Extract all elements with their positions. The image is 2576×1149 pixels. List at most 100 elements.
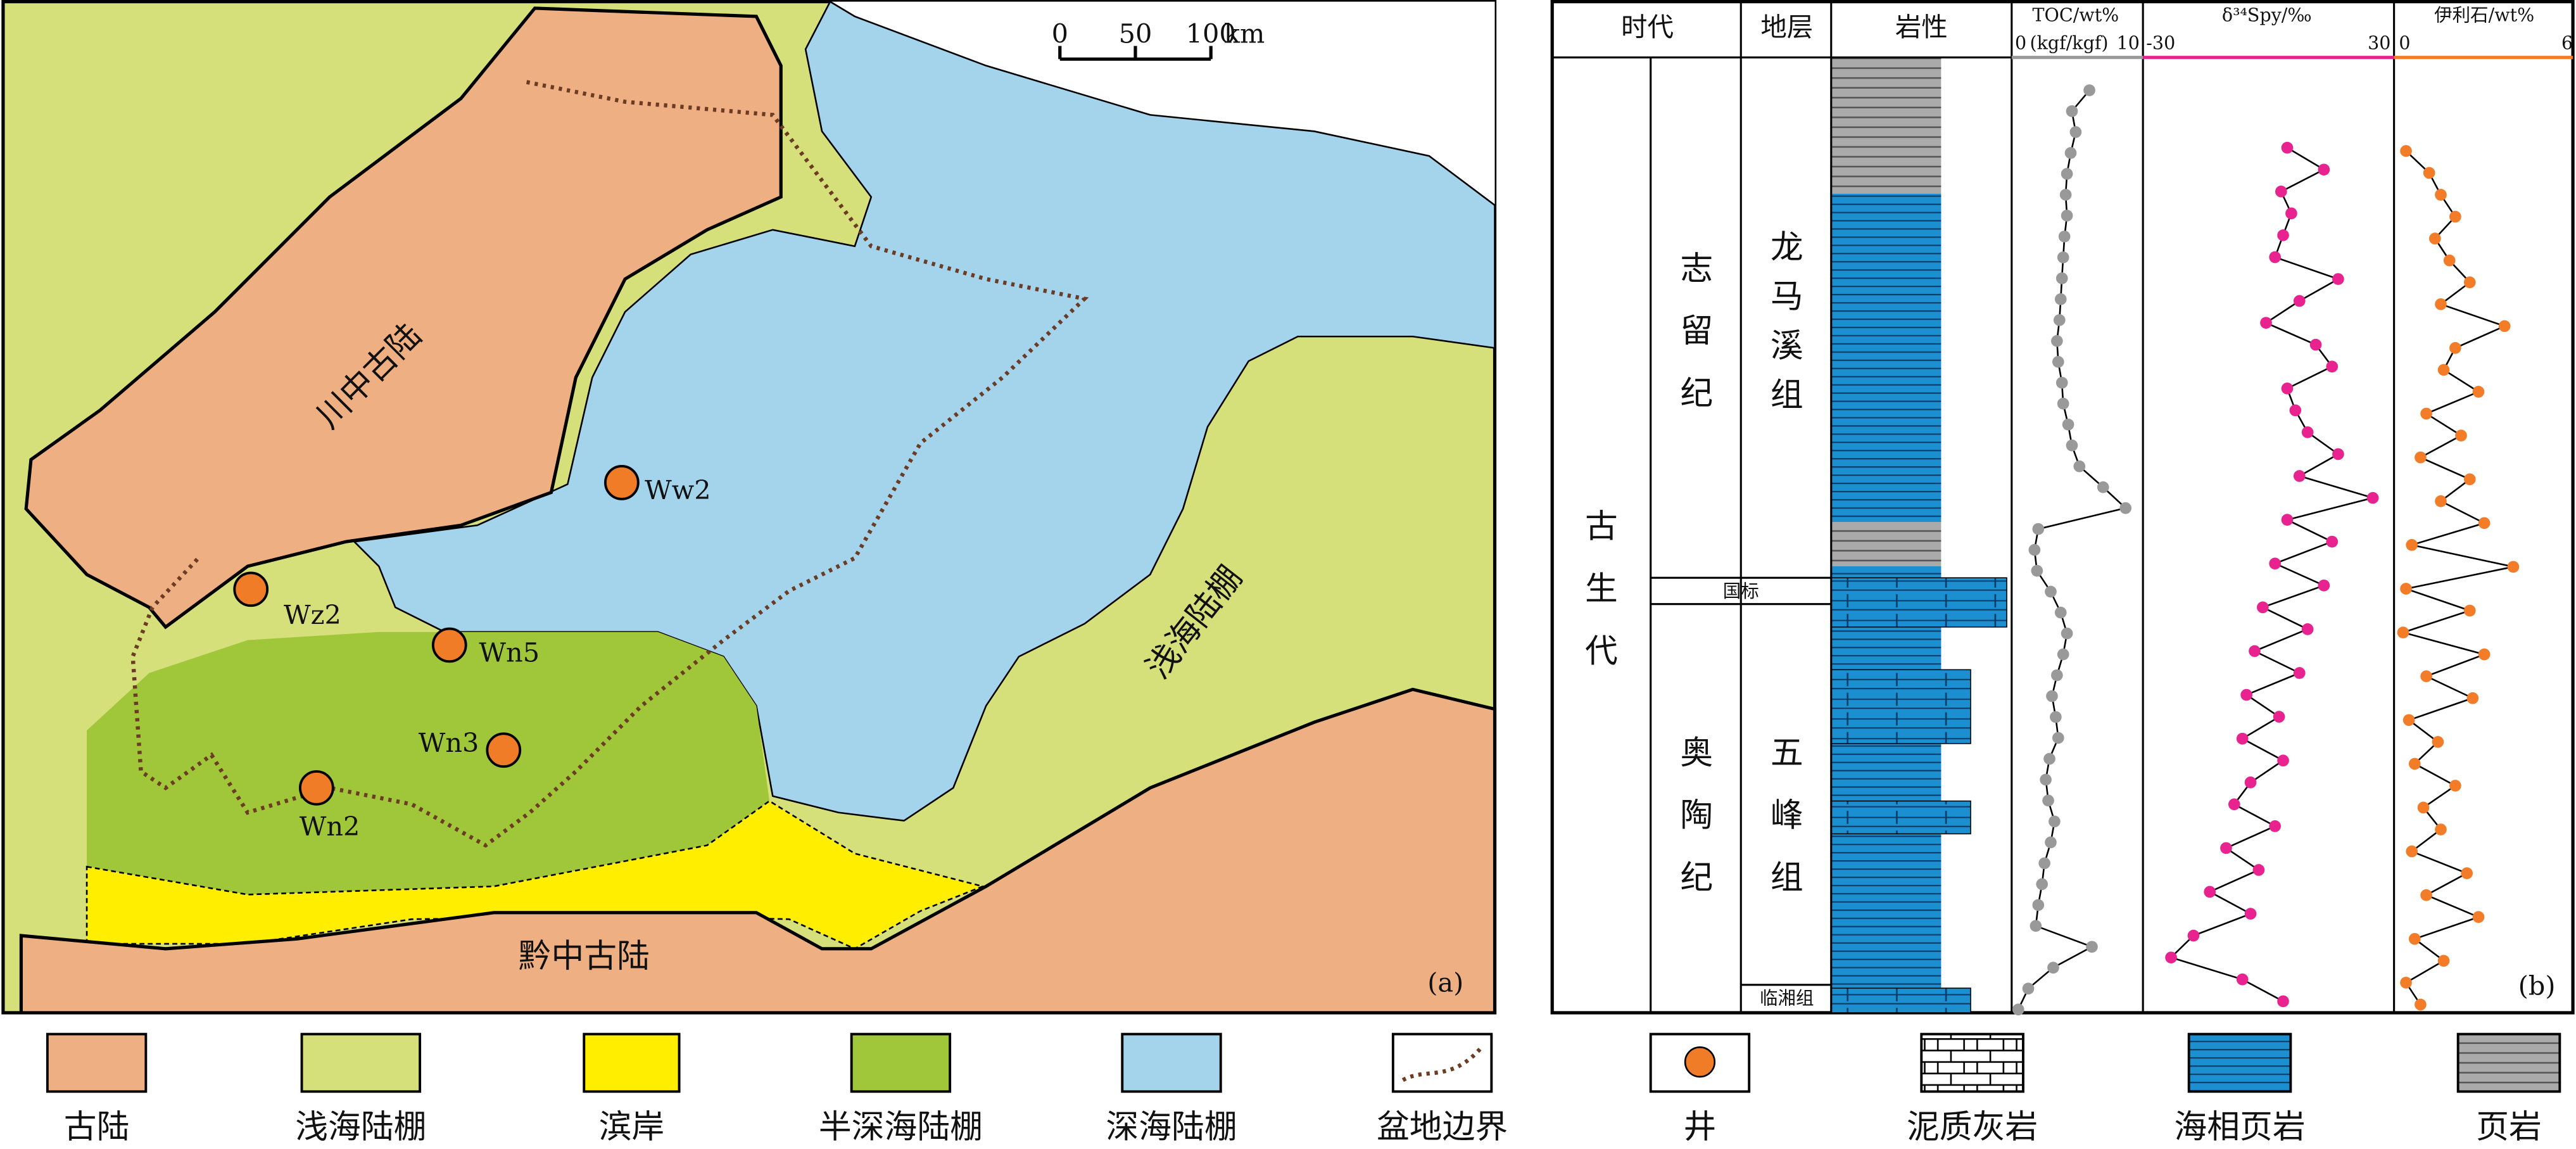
data-point [2066,105,2078,117]
legend-label: 盆地边界 [1377,1108,1508,1146]
legend-label: 井 [1684,1108,1717,1146]
data-point [2054,293,2067,305]
data-point [2059,189,2072,201]
legend-label: 半深海陆棚 [819,1108,983,1146]
data-point [2064,147,2077,159]
panel-label: (a) [1427,967,1463,998]
data-point [2069,126,2082,138]
data-point [2332,273,2344,285]
well-marker [431,627,467,663]
data-point [2432,735,2444,748]
data-point [2408,932,2421,945]
legend-label: 深海陆棚 [1106,1108,1237,1146]
well-label: Wn5 [479,637,540,668]
legend-label: 海相页岩 [2174,1108,2305,1146]
data-point [2273,711,2285,723]
data-point [2244,776,2257,789]
data-point [2318,579,2330,592]
data-point [2478,517,2491,530]
data-point [2046,690,2058,702]
data-point [2472,386,2485,398]
axis-min: 0 [2399,32,2410,53]
legend-swatch [1391,1032,1493,1093]
data-point [2332,448,2344,460]
data-point [2281,514,2294,526]
legend-boundary [1401,1046,1484,1082]
data-point [2408,758,2421,770]
data-point [2053,314,2066,326]
data-point [2220,842,2232,854]
data-point [2318,163,2330,176]
data-point [2187,929,2200,942]
well-label: Wn2 [300,811,360,842]
well-label: Wn3 [419,728,479,758]
axis-unit: (kgf/kgf) [2030,32,2109,53]
coast [85,800,986,950]
data-point [2031,564,2043,577]
profile-title: 伊利石/wt% [2434,4,2534,25]
data-point [2043,752,2055,765]
data-point [2260,317,2272,329]
data-point [2055,376,2068,389]
scale-label: 100 [1186,19,1236,49]
data-point [2293,667,2306,679]
well-marker [299,770,334,806]
well-marker [604,465,640,500]
data-point [2236,732,2249,745]
data-point [2028,543,2041,556]
data-point [2204,886,2216,898]
profile-title: δ³⁴Spy/‰ [2222,4,2312,25]
data-point [2435,189,2447,201]
data-point [2449,342,2461,354]
vertical-label: 五峰组 [1771,734,1803,897]
deep-shelf [352,0,1496,822]
data-point [2449,780,2461,792]
data-point [2277,995,2289,1008]
lith-marly-limestone [1830,577,2007,628]
formation-label: 国标 [1723,581,1759,602]
vertical-label: 奥陶纪 [1680,734,1713,897]
axis-max: 30 [2368,32,2390,53]
lith-marly-limestone [1830,987,1971,1013]
legend-label: 浅海陆棚 [295,1108,426,1146]
profile-line [2169,147,2377,1002]
scale-unit: km [1224,19,1265,49]
data-point [2269,820,2281,832]
data-point [2054,606,2067,619]
data-point [2406,845,2418,858]
data-point [2119,502,2131,514]
data-point [2061,210,2073,222]
data-point [2400,583,2412,595]
data-point [2058,231,2071,243]
data-point [2400,977,2412,989]
data-point [2397,626,2409,638]
data-point [2478,648,2491,661]
region-label: 黔中古陆 [519,937,650,975]
legend-swatch [1920,1032,2024,1093]
data-point [2051,669,2063,682]
data-point [2277,754,2289,767]
data-point [2420,407,2432,420]
data-point [2057,251,2069,263]
data-point [2400,145,2412,157]
data-point [2507,561,2520,573]
data-point [2275,186,2287,198]
data-point [2463,604,2476,617]
lith-marine-shale [1831,566,1941,1013]
formation-label: 临湘组 [1760,988,1814,1009]
data-point [2257,601,2269,614]
data-point [2032,523,2045,535]
lith-shale [1831,522,1941,567]
legend-label: 古陆 [64,1108,130,1146]
legend-well [1684,1046,1716,1078]
data-point [2086,941,2098,953]
legend-label: 泥质灰岩 [1907,1108,2038,1146]
vertical-label: 古生代 [1585,507,1618,670]
data-point [2463,473,2476,486]
semi-deep-shelf [87,632,770,895]
basin-boundary [130,80,1089,848]
profile-line [2400,150,2514,1005]
data-point [2423,167,2435,179]
data-point [2097,481,2109,493]
